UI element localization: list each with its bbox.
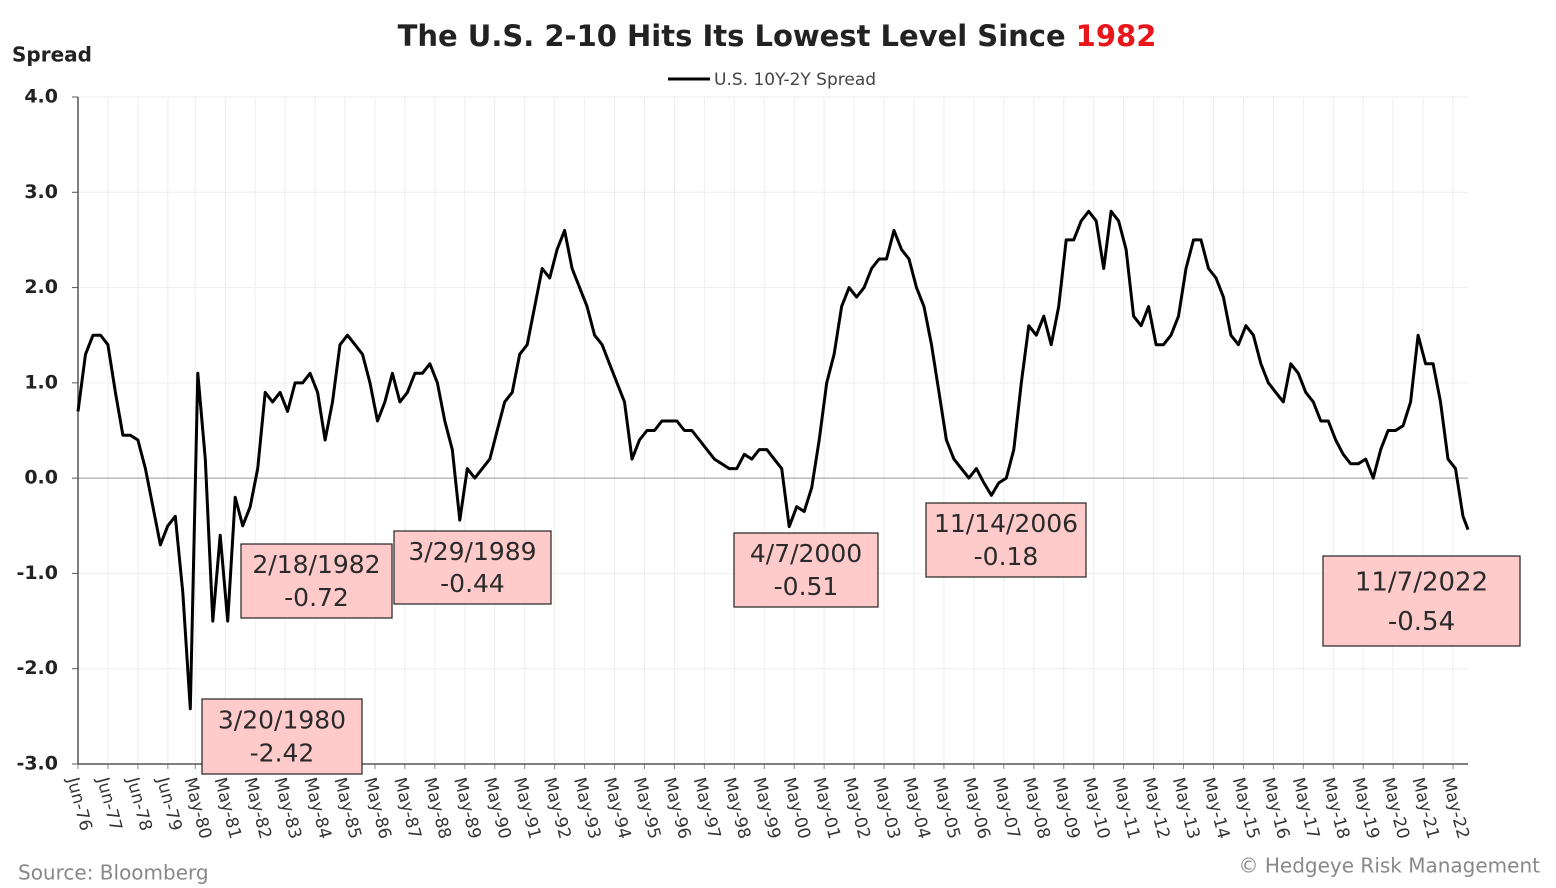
annotation-date: 11/14/2006	[934, 509, 1078, 538]
annotation-box	[1322, 555, 1521, 647]
y-tick-label: -2.0	[16, 657, 58, 679]
annotation-box	[201, 698, 363, 775]
y-tick-label: 3.0	[24, 181, 58, 203]
series-line	[76, 209, 1470, 711]
y-axis-label: Spread	[12, 43, 92, 67]
legend-label: U.S. 10Y-2Y Spread	[714, 70, 876, 90]
annotation-value: -2.42	[250, 739, 315, 768]
annotation-box	[925, 502, 1087, 578]
x-tick-label: Jun-76	[62, 774, 96, 833]
annotation-date: 3/29/1989	[408, 537, 536, 566]
y-tick-label: 4.0	[24, 86, 58, 108]
annotation-date: 3/20/1980	[218, 706, 346, 735]
chart-title: The U.S. 2-10 Hits Its Lowest Level Sinc…	[398, 19, 1066, 53]
x-tick-label: May-80	[180, 775, 216, 841]
annotation-value: -0.72	[284, 583, 349, 612]
credit: © Hedgeye Risk Management	[1239, 854, 1541, 878]
annotation-date: 4/7/2000	[750, 539, 862, 568]
chart-title-highlight: 1982	[1076, 19, 1157, 53]
y-tick-label: 2.0	[24, 276, 58, 298]
y-tick-label: -1.0	[16, 562, 58, 584]
annotation-value: -0.18	[974, 542, 1039, 571]
annotation-value: -0.54	[1388, 607, 1455, 637]
annotation-value: -0.51	[774, 572, 839, 601]
x-tick-label: Jun-78	[122, 774, 156, 833]
y-tick-label: 0.0	[24, 467, 58, 489]
annotation-date: 2/18/1982	[252, 550, 380, 579]
chart-title-group: The U.S. 2-10 Hits Its Lowest Level Sinc…	[398, 19, 1157, 53]
annotation-value: -0.44	[440, 569, 505, 598]
annotation-box	[733, 532, 879, 608]
source: Source: Bloomberg	[18, 861, 209, 885]
x-tick-label: Jun-77	[92, 774, 126, 833]
annotation-date: 11/7/2022	[1355, 568, 1488, 598]
y-tick-label: 1.0	[24, 371, 58, 393]
annotation-box	[240, 543, 393, 619]
annotation-box	[393, 530, 552, 605]
y-tick-label: -3.0	[16, 753, 58, 775]
